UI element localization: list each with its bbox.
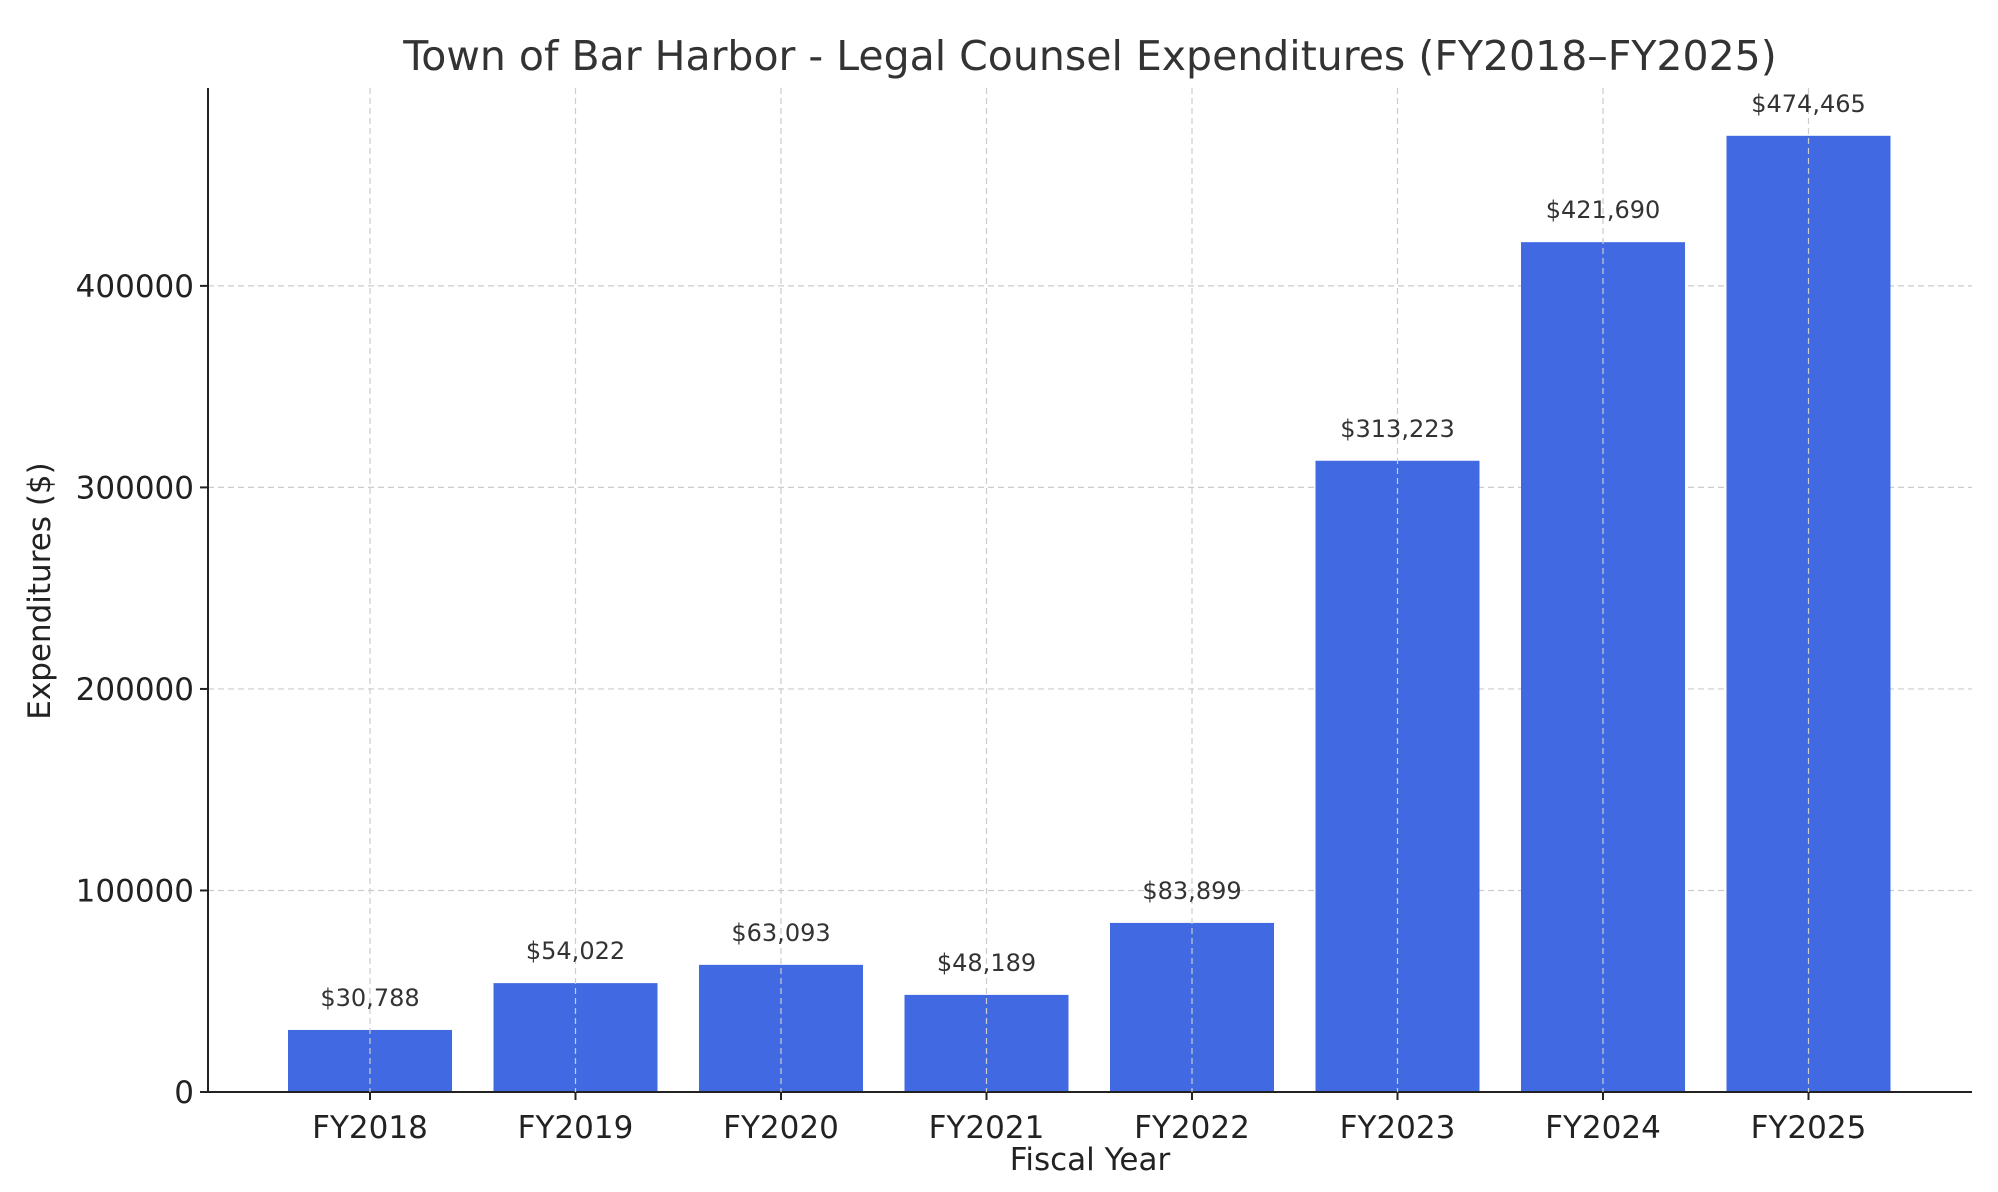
y-tick-label: 400000	[76, 269, 194, 305]
x-tick-label: FY2024	[1545, 1110, 1661, 1146]
chart-title: Town of Bar Harbor - Legal Counsel Expen…	[402, 32, 1777, 80]
bar-value-label: $54,022	[526, 937, 625, 965]
bar-value-label: $83,899	[1142, 877, 1241, 905]
axis-layer	[207, 88, 1972, 1093]
y-axis-title: Expenditures ($)	[22, 462, 58, 719]
x-tick-label: FY2025	[1751, 1110, 1867, 1146]
y-tick-label: 0	[174, 1075, 194, 1111]
x-tick-label: FY2019	[518, 1110, 634, 1146]
bar-value-label: $421,690	[1546, 196, 1661, 224]
grid-layer	[208, 285, 1972, 892]
y-tick-label: 200000	[76, 672, 194, 708]
bar-value-label: $48,189	[937, 949, 1036, 977]
y-tick-label: 100000	[76, 873, 194, 909]
x-tick-label: FY2020	[723, 1110, 839, 1146]
bar-value-label: $313,223	[1340, 415, 1455, 443]
bar-value-label: $30,788	[320, 984, 419, 1012]
x-tick-label: FY2021	[929, 1110, 1045, 1146]
bar	[1315, 460, 1480, 1092]
x-tick-label: FY2018	[312, 1110, 428, 1146]
x-tick-label: FY2022	[1134, 1110, 1250, 1146]
bar-value-label: $63,093	[731, 919, 830, 947]
x-axis-title: Fiscal Year	[1010, 1142, 1171, 1178]
y-tick-label: 300000	[76, 470, 194, 506]
label-layer: 0 100000 200000 300000 400000 FY2018 $30,788 FY…	[76, 90, 1867, 1146]
x-tick-label: FY2023	[1340, 1110, 1456, 1146]
bar-value-label: $474,465	[1751, 90, 1866, 118]
